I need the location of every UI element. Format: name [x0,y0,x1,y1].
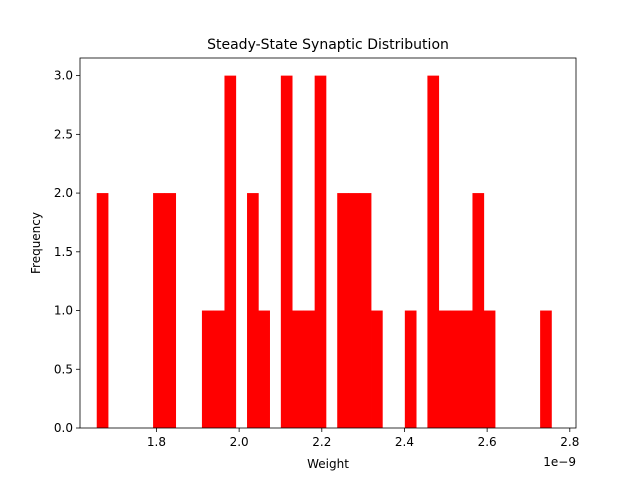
y-tick-label: 0.5 [54,362,73,376]
x-tick-label: 2.8 [560,435,579,449]
histogram-bar-17 [427,75,440,429]
chart-title: Steady-State Synaptic Distribution [207,37,449,53]
histogram-bar-1 [153,193,165,428]
histogram-bar-16 [404,310,417,428]
plot-frame [79,57,577,429]
histogram-bar-23 [540,310,552,428]
x-tick-label: 2.6 [478,435,497,449]
histogram-bar-20 [461,310,473,428]
bar-group [96,75,552,429]
x-tick-label: 2.0 [230,435,249,449]
histogram-bar-5 [224,75,237,429]
histogram-bar-18 [438,310,451,428]
y-tick-label: 1.0 [54,304,73,318]
x-axis-label: Weight [307,457,349,471]
histogram-bar-2 [164,193,177,428]
histogram-bar-13 [348,193,361,428]
y-tick-label: 3.0 [54,69,73,83]
x-tick-label: 2.4 [395,435,414,449]
histogram-bar-7 [258,310,270,428]
y-axis-label: Frequency [29,212,43,274]
histogram-bar-4 [213,310,225,428]
histogram-bar-22 [483,310,496,428]
histogram-bar-8 [280,75,293,429]
y-tick-label: 2.5 [54,127,73,141]
histogram-bar-19 [449,310,462,428]
y-tick-label: 0.0 [54,421,73,435]
histogram-bar-6 [247,193,259,428]
x-axis-scale-label: 1e−9 [543,455,576,469]
y-axis-ticks: 0.0 0.5 1.0 1.5 2.0 2.5 3.0 [54,69,80,435]
y-tick-label: 1.5 [54,245,73,259]
x-tick-label: 2.2 [312,435,331,449]
histogram-bar-14 [359,193,372,428]
histogram-bar-0 [96,193,109,428]
histogram-bar-21 [472,193,485,428]
histogram-bar-3 [201,310,214,428]
histogram-bar-10 [303,310,316,428]
histogram-bar-11 [314,75,327,429]
histogram-bar-12 [337,193,349,428]
y-tick-label: 2.0 [54,186,73,200]
histogram-bar-15 [371,310,383,428]
histogram-bar-9 [292,310,304,428]
x-tick-label: 1.8 [147,435,166,449]
x-axis-ticks: 1.8 2.0 2.2 2.4 2.6 2.8 [147,428,579,449]
